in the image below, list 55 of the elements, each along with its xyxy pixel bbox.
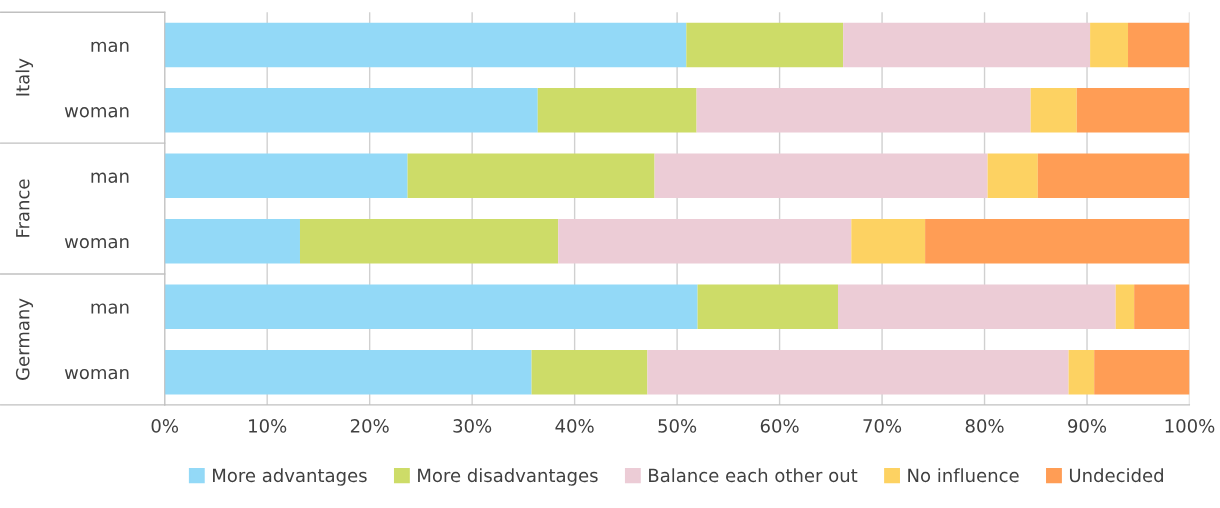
text: France xyxy=(16,179,30,237)
legend-label: Undecided xyxy=(1069,468,1163,483)
bar xyxy=(164,88,538,133)
x-tick-label: 10% xyxy=(249,419,287,433)
x-tick-label: 50% xyxy=(658,419,697,433)
x-tick-label: 60% xyxy=(760,419,799,433)
y-tick-label: man xyxy=(91,172,129,183)
bar xyxy=(686,22,844,68)
legend-label: More disadvantages xyxy=(418,468,598,486)
y-tick-label: woman xyxy=(64,368,129,380)
y-tick-label: woman xyxy=(64,107,129,118)
x-tick-label: 100% xyxy=(1165,419,1215,433)
bar xyxy=(558,219,852,264)
x-tick-label: 20% xyxy=(350,419,389,433)
bar xyxy=(1115,284,1135,329)
bar xyxy=(925,219,1190,264)
bar xyxy=(1094,349,1190,395)
bar xyxy=(1037,153,1190,199)
text: Germany xyxy=(15,298,34,380)
legend-label: No influence xyxy=(908,468,1019,483)
bar xyxy=(1134,284,1190,329)
bar xyxy=(164,22,687,68)
bar xyxy=(654,153,988,199)
bar xyxy=(1090,22,1129,68)
bar xyxy=(407,153,655,199)
x-tick-label: 30% xyxy=(453,419,492,433)
bar xyxy=(164,153,408,199)
bar xyxy=(531,349,648,395)
bar xyxy=(697,284,838,329)
y-tick-label: man xyxy=(91,303,129,314)
text: Italy xyxy=(15,58,34,96)
bar xyxy=(299,219,559,264)
bar xyxy=(1030,88,1077,133)
bar xyxy=(537,88,697,133)
bar xyxy=(1076,88,1190,133)
bar xyxy=(696,88,1031,133)
bar xyxy=(987,153,1038,199)
x-tick-label: 90% xyxy=(1068,419,1107,433)
bar xyxy=(164,349,532,395)
y-tick-label: woman xyxy=(64,238,129,249)
legend-label: More advantages xyxy=(213,468,367,486)
bar xyxy=(164,284,698,329)
bar xyxy=(164,219,300,264)
x-tick-label: 40% xyxy=(555,419,594,433)
bar xyxy=(851,219,926,264)
y-tick-label: man xyxy=(91,41,129,53)
bar xyxy=(843,22,1091,68)
x-tick-label: 80% xyxy=(965,419,1004,433)
legend-label: Balance each other out xyxy=(649,468,858,483)
bar xyxy=(837,284,1116,329)
x-tick-label: 70% xyxy=(863,419,902,433)
bar xyxy=(1128,22,1190,68)
bar xyxy=(1068,349,1095,395)
x-tick-label: 0% xyxy=(151,419,179,433)
bar xyxy=(647,349,1069,395)
